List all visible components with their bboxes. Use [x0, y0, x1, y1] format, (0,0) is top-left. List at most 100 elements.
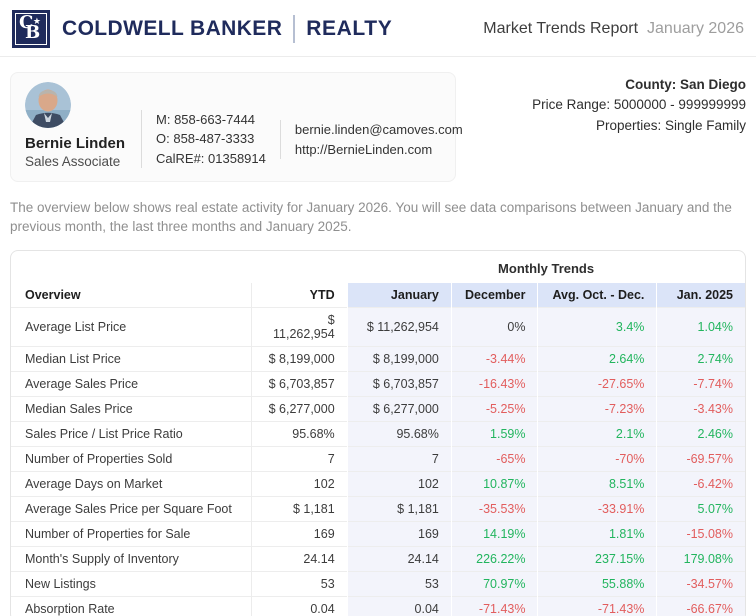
intro-text: The overview below shows real estate act…	[10, 200, 732, 234]
row-label: Number of Properties for Sale	[11, 520, 252, 547]
agent-license: CalRE#: 01358914	[156, 150, 266, 166]
row-label: Median Sales Price	[11, 395, 252, 422]
avg-oct-dec-trend: -7.23%	[537, 395, 657, 422]
jan-2025-trend: -66.67%	[656, 595, 745, 616]
logo-letter-b: B	[25, 21, 41, 43]
ytd-value: $ 8,199,000	[251, 345, 348, 372]
jan-2025-trend: -69.57%	[656, 445, 745, 472]
jan-2025-trend: 179.08%	[656, 545, 745, 572]
row-label: Average Sales Price per Square Foot	[11, 495, 252, 522]
ytd-value: 102	[251, 470, 348, 497]
column-header-january: January	[346, 282, 452, 308]
january-value: 0.04	[346, 595, 452, 616]
group-header-row: Monthly Trends	[11, 251, 745, 283]
december-trend: 1.59%	[450, 420, 538, 447]
row-label: Number of Properties Sold	[11, 445, 252, 472]
january-value: $ 8,199,000	[346, 345, 452, 372]
trends-table: Monthly Trends Overview YTD January Dece…	[11, 251, 745, 616]
table-row: Average List Price $ 11,262,954 $ 11,262,9…	[11, 306, 745, 347]
row-label: Month's Supply of Inventory	[11, 545, 252, 572]
jan-2025-trend: -15.08%	[656, 520, 745, 547]
agent-role: Sales Associate	[25, 154, 121, 169]
january-value: 102	[346, 470, 452, 497]
monthly-trends-header: Monthly Trends	[498, 260, 595, 276]
agent-email-link[interactable]: bernie.linden@camoves.com	[294, 122, 463, 137]
jan-2025-trend: 2.46%	[656, 420, 745, 447]
top-bar: C B ★ COLDWELL BANKER REALTY Market Tren…	[0, 0, 756, 57]
december-trend: 0%	[450, 306, 538, 347]
table-row: Number of Properties for Sale 169 169 14.19…	[11, 520, 745, 547]
table-row: New Listings 53 53 70.97% 55.88% -34.57%	[11, 570, 745, 597]
ytd-value: 53	[251, 570, 348, 597]
december-trend: -16.43%	[450, 370, 538, 397]
criteria-properties: Properties: Single Family	[595, 117, 746, 133]
column-header-avg-oct-dec: Avg. Oct. - Dec.	[537, 282, 657, 308]
brand-wordmark: COLDWELL BANKER REALTY	[62, 14, 392, 43]
logo-star-icon: ★	[32, 15, 41, 26]
report-title: Market Trends Report	[483, 19, 639, 37]
coldwell-banker-logo-icon: C B ★	[12, 9, 50, 48]
table-row: Average Sales Price per Square Foot $ 1,1…	[11, 495, 745, 522]
december-trend: -35.53%	[450, 495, 538, 522]
column-header-jan-2025: Jan. 2025	[656, 282, 745, 308]
avg-oct-dec-trend: 3.4%	[537, 306, 657, 347]
criteria-county: County: San Diego	[625, 77, 746, 92]
december-trend: 226.22%	[450, 545, 538, 572]
row-label: Sales Price / List Price Ratio	[11, 420, 252, 447]
agent-web-block: bernie.linden@camoves.com http://BernieL…	[279, 120, 477, 159]
ytd-value: $ 6,703,857	[251, 370, 348, 397]
table-row: Absorption Rate 0.04 0.04 -71.43% -71.43% -66…	[11, 595, 745, 616]
december-trend: 10.87%	[450, 470, 538, 497]
ytd-value: 169	[251, 520, 348, 547]
column-header-december: December	[450, 282, 538, 308]
agent-identity: Bernie Linden Sales Associate	[25, 82, 125, 169]
january-value: $ 1,181	[346, 495, 452, 522]
ytd-value: 95.68%	[251, 420, 348, 447]
jan-2025-trend: 1.04%	[656, 306, 745, 347]
group-header-spacer	[11, 251, 347, 283]
ytd-value: 7	[251, 445, 348, 472]
report-header: Market Trends Report January 2026	[483, 20, 744, 38]
table-row: Average Days on Market 102 102 10.87% 8.51% -…	[11, 470, 745, 497]
agent-card: Bernie Linden Sales Associate M: 858-663…	[10, 72, 463, 182]
agent-mobile: M: 858-663-7444	[156, 111, 256, 127]
agent-website-link[interactable]: http://BernieLinden.com	[294, 141, 433, 157]
criteria-price-range: Price Range: 5000000 - 999999999	[532, 97, 746, 113]
agent-office: O: 858-487-3333	[156, 131, 255, 146]
avg-oct-dec-trend: 2.64%	[537, 345, 657, 372]
avg-oct-dec-trend: -27.65%	[537, 370, 657, 397]
report-period: January 2026	[647, 19, 744, 37]
table-row: Median Sales Price $ 6,277,000 $ 6,277,000…	[11, 395, 745, 422]
avg-oct-dec-trend: 2.1%	[537, 420, 657, 447]
december-trend: -5.25%	[450, 395, 538, 422]
december-trend: -3.44%	[450, 345, 538, 372]
january-value: 7	[346, 445, 452, 472]
january-value: $ 11,262,954	[346, 306, 452, 347]
jan-2025-trend: -7.74%	[656, 370, 745, 397]
december-trend: -71.43%	[450, 595, 538, 616]
table-row: Number of Properties Sold 7 7 -65% -70% -69.5…	[11, 445, 745, 472]
december-trend: 70.97%	[450, 570, 538, 597]
jan-2025-trend: 5.07%	[656, 495, 745, 522]
january-value: $ 6,277,000	[346, 395, 452, 422]
column-header-ytd: YTD	[251, 282, 348, 308]
table-row: Sales Price / List Price Ratio 95.68% 95.6…	[11, 420, 745, 447]
row-label: Absorption Rate	[11, 595, 252, 616]
jan-2025-trend: -3.43%	[656, 395, 745, 422]
agent-avatar	[25, 82, 71, 128]
avg-oct-dec-trend: 55.88%	[537, 570, 657, 597]
agent-name: Bernie Linden	[25, 135, 126, 152]
row-label: Average Sales Price	[11, 370, 252, 397]
ytd-value: 0.04	[251, 595, 348, 616]
row-label: Median List Price	[11, 345, 252, 372]
ytd-value: 24.14	[251, 545, 348, 572]
december-trend: 14.19%	[450, 520, 538, 547]
row-label: New Listings	[11, 570, 252, 597]
january-value: 24.14	[346, 545, 452, 572]
jan-2025-trend: -34.57%	[656, 570, 745, 597]
agent-photo-placeholder	[25, 82, 71, 128]
row-label: Average List Price	[11, 306, 252, 347]
table-row: Median List Price $ 8,199,000 $ 8,199,000-…	[11, 345, 745, 372]
logo-inner-frame: C B ★	[15, 12, 47, 45]
avg-oct-dec-trend: -70%	[537, 445, 657, 472]
